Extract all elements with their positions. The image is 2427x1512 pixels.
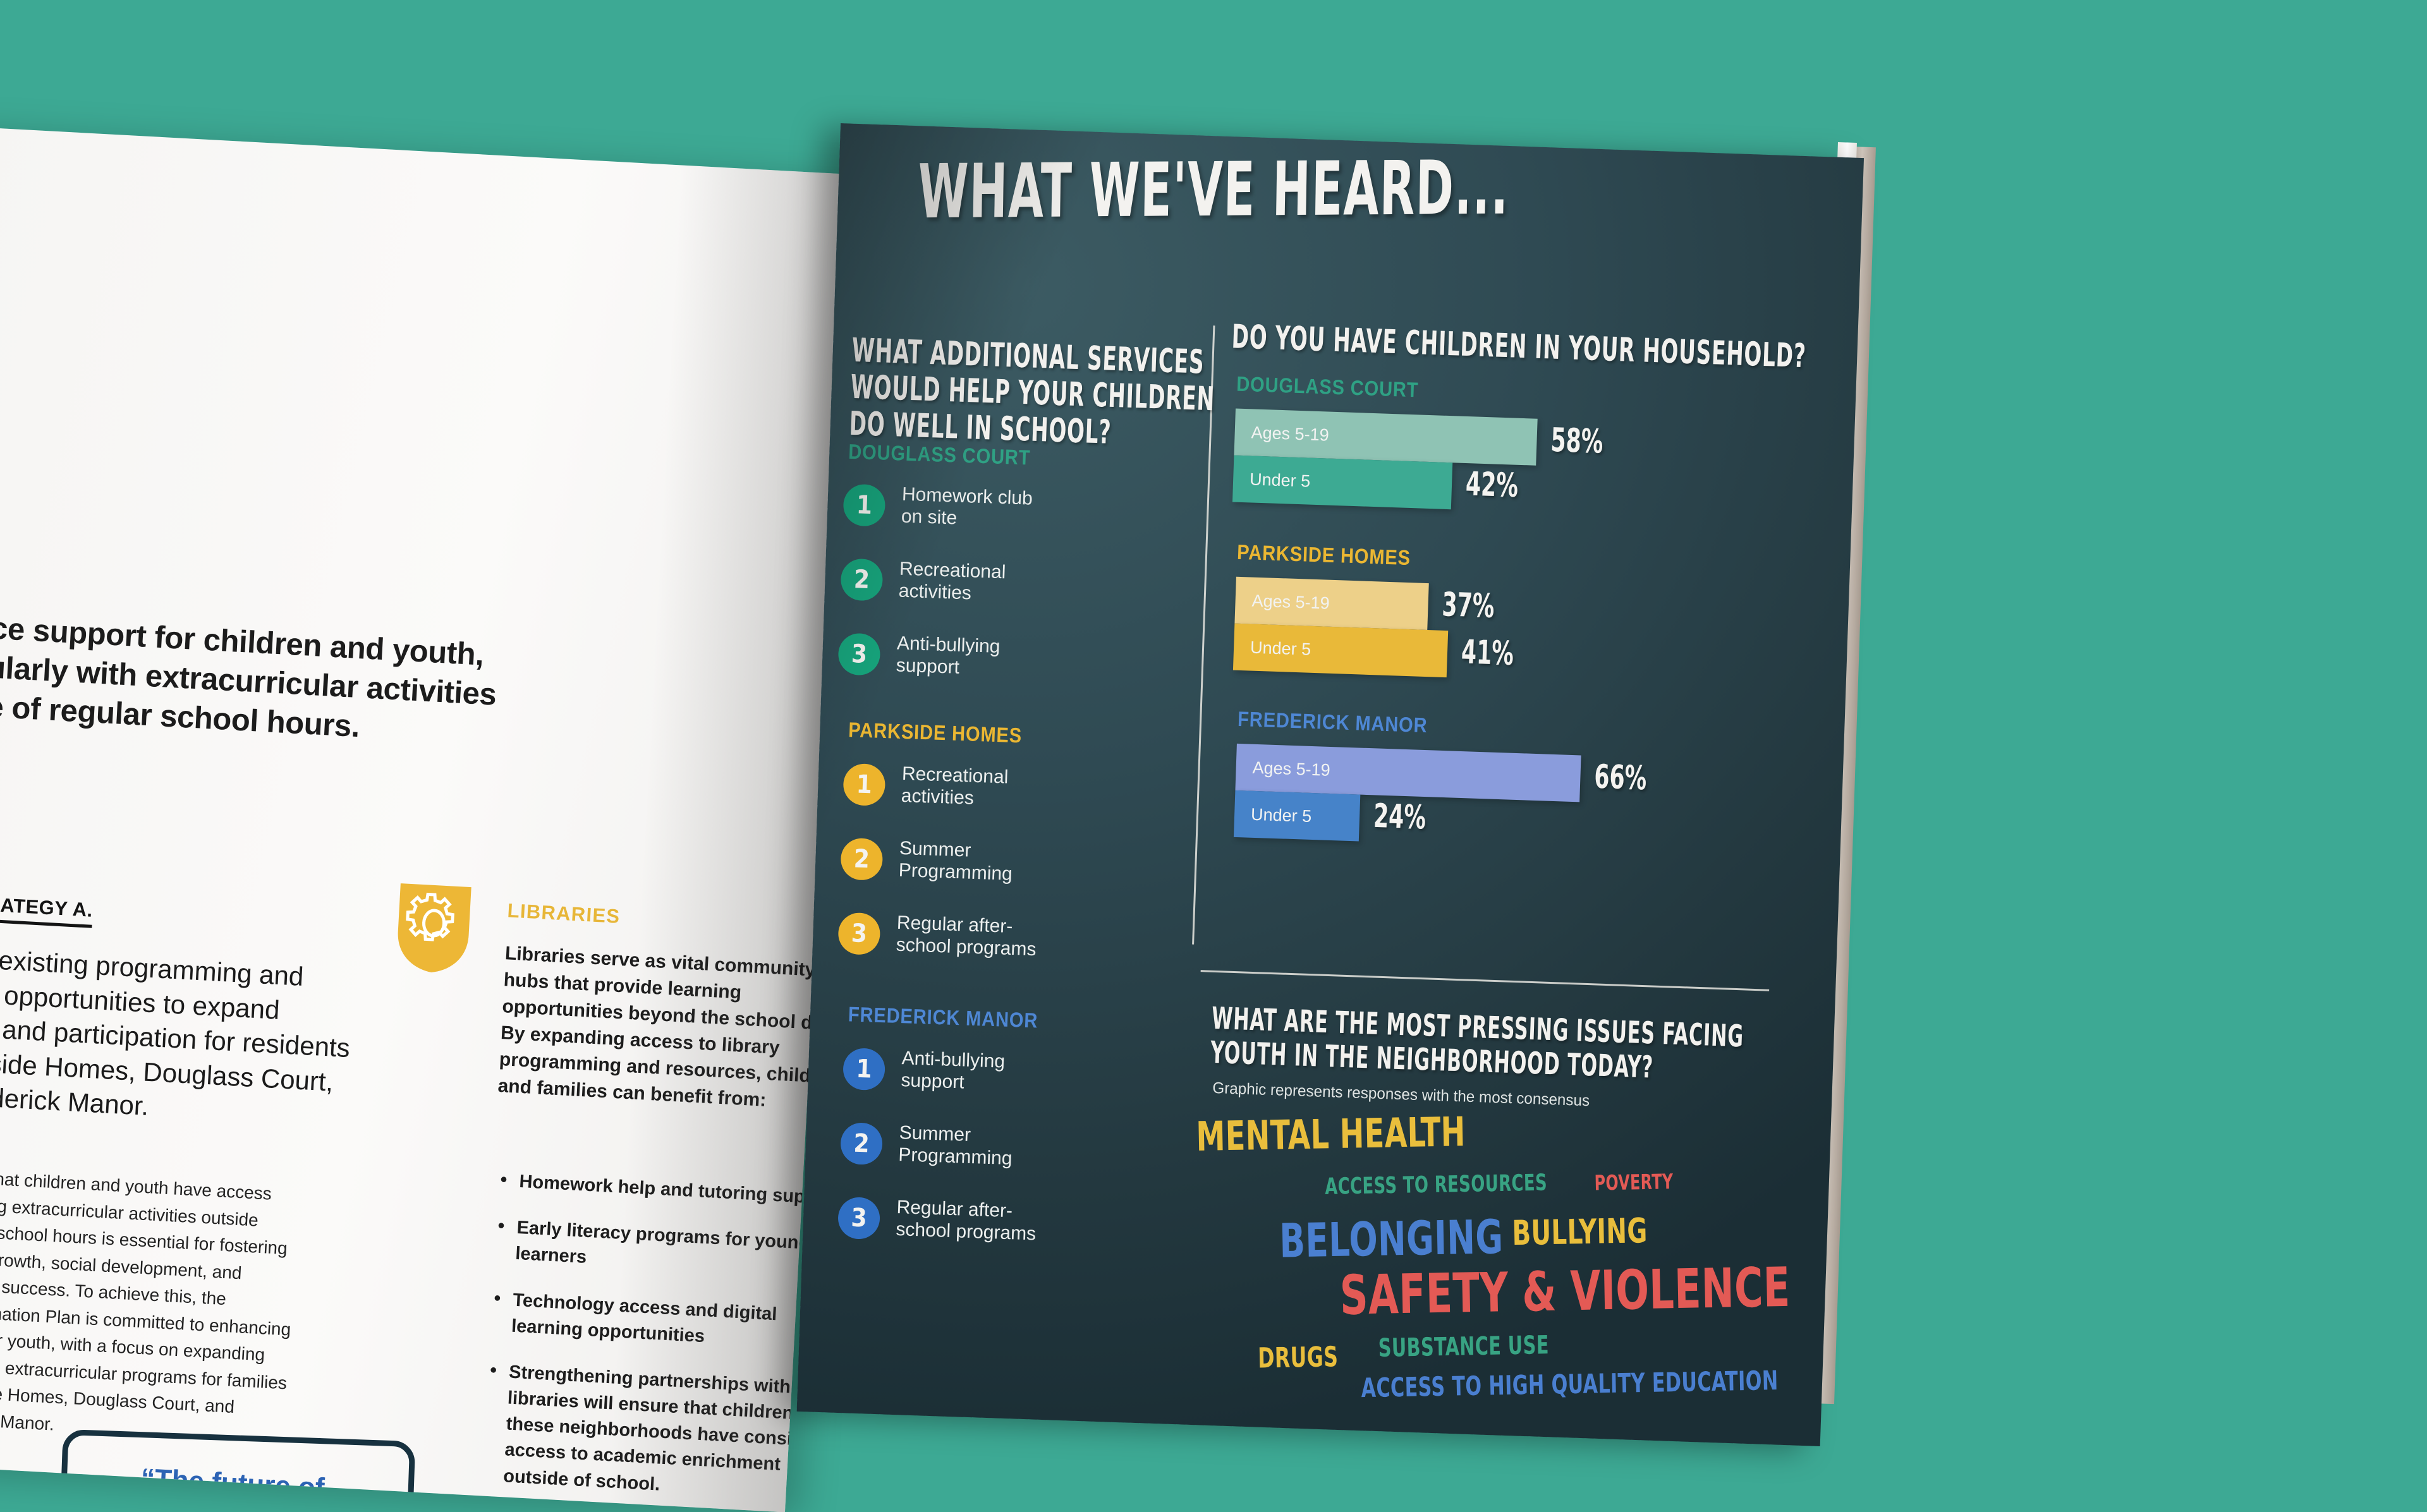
left-page-lead-paragraph: nce support for children and youth, cula…	[0, 608, 762, 768]
rank-badge: 1	[842, 1048, 886, 1091]
list-item: Strengthening partnerships with local li…	[482, 1358, 849, 1508]
page-title: WHAT WE'VE HEARD...	[917, 143, 1510, 236]
bar-under-5: Under 5 42%	[1232, 455, 1519, 510]
strategy-label: STRATEGY A.	[0, 892, 94, 928]
rank-badge: 1	[842, 483, 886, 527]
services-group-label-frederick-manor: FREDERICK MANOR	[848, 1002, 1038, 1032]
word-cloud-item: SUBSTANCE USE	[1378, 1331, 1550, 1364]
list-item: 1 Homework club on site	[842, 483, 1033, 559]
rank-badge: 1	[842, 763, 886, 806]
issues-word-cloud: MENTAL HEALTH ACCESS TO RESOURCES POVERT…	[1176, 1109, 1805, 1427]
bar-category-label: Ages 5-19	[1251, 422, 1330, 445]
libraries-body: Libraries serve as vital community hubs …	[497, 943, 841, 1111]
rank-badge: 3	[837, 912, 881, 955]
list-item-label: Summer Programming	[898, 1122, 1102, 1173]
left-page: nce support for children and youth, cula…	[0, 95, 858, 1512]
issues-question: WHAT ARE THE MOST PRESSING ISSUES FACING…	[1210, 1001, 1744, 1088]
rank-badge: 2	[840, 837, 884, 881]
list-item: 1 Anti-bullying support	[841, 1048, 1006, 1122]
list-item-label: Anti-bullying support	[896, 632, 1099, 684]
bar-value-label: 42%	[1465, 465, 1519, 505]
bar-value-label: 66%	[1593, 758, 1648, 798]
list-item-label: Anti-bullying support	[901, 1047, 1104, 1099]
right-page: WHAT WE'VE HEARD... WHAT ADDITIONAL SERV…	[796, 123, 1864, 1446]
rank-badge: 2	[840, 558, 884, 602]
bar-value-label: 58%	[1550, 421, 1604, 461]
bar-category-label: Under 5	[1250, 638, 1311, 659]
list-item-label: Regular after- school programs	[896, 912, 1099, 964]
bar-under-5: Under 5 41%	[1232, 623, 1514, 678]
list-item: 3 Regular after- school programs	[836, 1196, 1037, 1271]
list-item: 2 Summer Programming	[839, 1122, 1013, 1197]
rank-badge: 2	[839, 1122, 884, 1166]
gear-shield-icon	[393, 881, 474, 976]
list-item: 1 Recreational activities	[842, 763, 1009, 838]
horizontal-divider	[1200, 970, 1770, 991]
rank-badge: 3	[837, 1196, 881, 1240]
word-cloud-item: BULLYING	[1511, 1211, 1648, 1254]
bar-under-5: Under 5 24%	[1233, 790, 1426, 842]
chart-group-douglass-court: Ages 5-19 58% Under 5 42%	[1232, 408, 1754, 520]
libraries-heading: LIBRARIES	[506, 899, 621, 928]
chart-group-label-parkside-homes: PARKSIDE HOMES	[1236, 540, 1411, 570]
word-cloud-item: DRUGS	[1257, 1341, 1339, 1375]
list-item: 3 Regular after- school programs	[836, 912, 1037, 987]
bar-value-label: 24%	[1373, 797, 1427, 837]
word-cloud-item: BELONGING	[1279, 1210, 1504, 1269]
services-question: WHAT ADDITIONAL SERVICES WOULD HELP YOUR…	[849, 332, 1217, 455]
list-item-label: Homework club on site	[901, 483, 1104, 535]
word-cloud-item: POVERTY	[1594, 1169, 1674, 1195]
bar-category-label: Under 5	[1249, 469, 1311, 491]
children-chart-question: DO YOU HAVE CHILDREN IN YOUR HOUSEHOLD?	[1231, 318, 1807, 376]
list-item: 3 Anti-bullying support	[837, 632, 1001, 707]
bar-category-label: Ages 5-19	[1251, 591, 1330, 613]
rank-badge: 3	[837, 632, 881, 676]
list-item-label: Summer Programming	[898, 837, 1102, 889]
services-list-frederick-manor: 1 Anti-bullying support 2 Summer Program…	[836, 1048, 1037, 1271]
chart-group-label-frederick-manor: FREDERICK MANOR	[1237, 706, 1428, 737]
book-spread: nce support for children and youth, cula…	[0, 0, 2427, 1402]
bar-category-label: Ages 5-19	[1252, 758, 1331, 780]
services-list-douglass-court: 1 Homework club on site 2 Recreational a…	[837, 483, 1033, 708]
bar-value-label: 37%	[1441, 586, 1495, 626]
list-item-label: Regular after- school programs	[896, 1196, 1099, 1248]
list-item-label: Recreational activities	[898, 558, 1102, 610]
word-cloud-item: MENTAL HEALTH	[1195, 1109, 1466, 1161]
chart-group-parkside-homes: Ages 5-19 37% Under 5 41%	[1232, 576, 1755, 688]
list-item: 2 Summer Programming	[839, 837, 1013, 912]
bar-value-label: 41%	[1461, 633, 1514, 674]
list-item-label: Recreational activities	[901, 763, 1104, 814]
strategy-body-paragraph: uring that children and youth have acces…	[0, 1163, 533, 1463]
word-cloud-item: ACCESS TO RESOURCES	[1324, 1170, 1548, 1201]
list-item: 2 Recreational activities	[839, 558, 1006, 632]
chart-group-label-douglass-court: DOUGLASS COURT	[1236, 372, 1420, 402]
word-cloud-item: ACCESS TO HIGH QUALITY EDUCATION	[1361, 1365, 1779, 1404]
bar-ages-5-19: Ages 5-19 37%	[1234, 576, 1495, 631]
services-group-label-parkside-homes: PARKSIDE HOMES	[848, 717, 1023, 747]
services-list-parkside-homes: 1 Recreational activities 2 Summer Progr…	[836, 763, 1037, 987]
chart-group-frederick-manor: Ages 5-19 66% Under 5 24%	[1233, 743, 1755, 855]
issues-subtitle: Graphic represents responses with the mo…	[1212, 1079, 1590, 1110]
bar-category-label: Under 5	[1250, 804, 1312, 826]
word-cloud-item: SAFETY & VIOLENCE	[1339, 1255, 1791, 1328]
